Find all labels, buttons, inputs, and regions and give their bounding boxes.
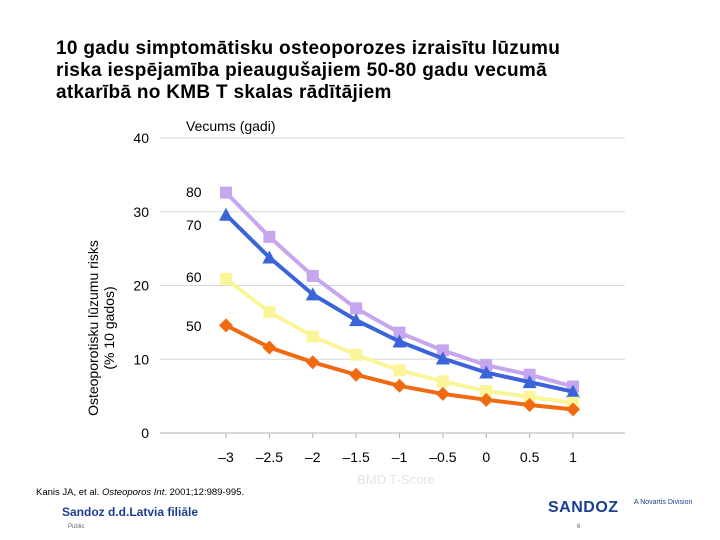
point-60-0 bbox=[220, 272, 232, 285]
labels: 80 70 60 50 bbox=[186, 184, 202, 334]
age-label-50: 50 bbox=[186, 318, 202, 334]
x-tick-label-6: 0 bbox=[482, 449, 490, 465]
y-tick-label-20: 20 bbox=[133, 278, 149, 294]
title-line-3: atkarībā no KMB T skalas rādītājiem bbox=[56, 82, 392, 103]
title-line-2: riska iespējamība pieaugušajiem 50-80 ga… bbox=[56, 60, 547, 81]
point-50-8 bbox=[566, 402, 580, 417]
point-70-8 bbox=[566, 384, 580, 398]
point-70-4 bbox=[392, 334, 407, 348]
point-70-1 bbox=[262, 250, 277, 264]
point-80-0 bbox=[220, 186, 232, 199]
series-line-80 bbox=[224, 191, 574, 389]
point-50-2 bbox=[305, 355, 320, 370]
x-tick-label-0: –3 bbox=[218, 449, 234, 465]
age-label-80: 80 bbox=[186, 184, 202, 200]
slide-title: 10 gadu simptomātisku osteoporozes izrai… bbox=[56, 38, 676, 104]
point-70-6 bbox=[479, 365, 494, 379]
axes: 0 10 20 30 40 –3 –2.5 –2 –1.5 –1 –0.5 0 0.5 1 bbox=[133, 130, 625, 465]
legend-title: Vecums (gadi) bbox=[186, 118, 275, 134]
y-axis-title: Osteoporotisku lūzumu risks(% 10 gados) bbox=[85, 240, 117, 416]
y-tick-label-0: 0 bbox=[141, 425, 149, 441]
age-label-60: 60 bbox=[186, 269, 202, 285]
y-axis-title-line-2: (% 10 gados) bbox=[101, 286, 117, 369]
x-tick-label-1: –2.5 bbox=[256, 449, 283, 465]
point-80-3 bbox=[350, 302, 363, 315]
citation-journal: Osteoporos Int bbox=[102, 487, 165, 498]
classification-label: Public bbox=[68, 524, 85, 530]
point-50-5 bbox=[435, 386, 450, 401]
point-50-6 bbox=[479, 392, 494, 407]
x-axis-title: BMD T-Score bbox=[357, 472, 435, 487]
point-60-1 bbox=[263, 306, 276, 319]
title-line-1: 10 gadu simptomātisku osteoporozes izrai… bbox=[56, 38, 561, 59]
point-80-6 bbox=[480, 359, 493, 372]
y-tick-label-10: 10 bbox=[133, 351, 149, 367]
x-tick-label-5: –0.5 bbox=[429, 449, 456, 465]
age-label-70: 70 bbox=[186, 217, 202, 233]
subsidiary-name: Sandoz d.d.Latvia filiāle bbox=[62, 505, 199, 519]
point-60-5 bbox=[436, 375, 449, 388]
citation-authors: Kanis JA, et al. bbox=[36, 487, 103, 498]
point-80-5 bbox=[436, 344, 449, 357]
point-70-3 bbox=[349, 313, 364, 327]
point-60-4 bbox=[393, 364, 406, 377]
point-80-2 bbox=[306, 269, 319, 282]
series-lines bbox=[219, 186, 580, 417]
x-tick-label-8: 1 bbox=[569, 449, 577, 465]
x-tick-label-7: 0.5 bbox=[520, 449, 540, 465]
x-tick-label-4: –1 bbox=[392, 449, 408, 465]
point-70-7 bbox=[522, 375, 537, 389]
point-50-3 bbox=[349, 367, 364, 382]
point-60-7 bbox=[523, 390, 536, 403]
x-tick-label-3: –1.5 bbox=[343, 449, 370, 465]
logo-subtext: A Novartis Division bbox=[634, 499, 693, 506]
point-50-0 bbox=[219, 318, 233, 333]
point-80-4 bbox=[393, 326, 406, 339]
point-50-1 bbox=[262, 340, 277, 355]
point-70-5 bbox=[435, 351, 450, 365]
y-tick-label-30: 30 bbox=[133, 204, 149, 220]
point-80-7 bbox=[523, 368, 536, 381]
point-70-2 bbox=[305, 287, 320, 301]
y-axis-title-line-1: Osteoporotisku lūzumu risks bbox=[85, 240, 101, 416]
x-tick-label-2: –2 bbox=[305, 449, 321, 465]
citation: Kanis JA, et al. Osteoporos Int. 2001;12… bbox=[36, 487, 244, 498]
point-80-1 bbox=[263, 230, 276, 243]
page-number: 6 bbox=[577, 524, 581, 530]
point-50-4 bbox=[392, 378, 407, 393]
point-70-0 bbox=[219, 207, 233, 221]
y-tick-label-40: 40 bbox=[133, 130, 149, 146]
point-60-3 bbox=[350, 348, 363, 361]
logo-wordmark: SANDOZ bbox=[548, 499, 619, 516]
point-60-2 bbox=[306, 330, 319, 343]
point-50-7 bbox=[522, 397, 537, 412]
point-60-6 bbox=[480, 384, 493, 397]
citation-details: . 2001;12:989-995. bbox=[164, 487, 245, 498]
